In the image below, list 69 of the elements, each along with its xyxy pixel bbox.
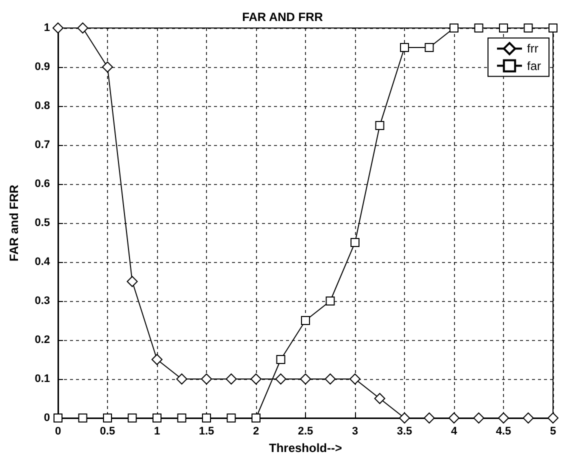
point <box>400 43 409 52</box>
point <box>252 414 260 422</box>
y-tick-label: 0.6 <box>34 178 50 190</box>
point <box>52 22 64 34</box>
y-tick-label: 0 <box>44 412 50 424</box>
point <box>77 22 88 34</box>
point <box>522 412 534 424</box>
point <box>152 414 162 422</box>
point <box>424 43 434 52</box>
point <box>152 354 162 365</box>
point <box>375 121 384 130</box>
y-tick-label: 0.8 <box>34 100 50 112</box>
point <box>226 374 237 384</box>
x-tick-label: 1 <box>154 426 160 438</box>
point <box>473 412 484 424</box>
x-tick-label: 1.5 <box>198 426 214 438</box>
point <box>374 393 386 404</box>
point <box>250 374 262 384</box>
point <box>103 414 112 422</box>
point <box>399 412 410 424</box>
x-tick-label: 2.5 <box>298 426 314 438</box>
point <box>126 276 138 287</box>
x-tick-label: 3.5 <box>396 426 412 438</box>
point <box>498 412 509 424</box>
point <box>548 24 558 32</box>
point <box>301 316 310 325</box>
legend-label: frr <box>526 42 538 56</box>
point <box>201 374 212 384</box>
point <box>276 355 286 364</box>
point <box>524 24 533 32</box>
y-tick-label: 0.7 <box>34 139 50 151</box>
y-tick-label: 0.1 <box>34 373 50 385</box>
point <box>448 412 460 424</box>
point <box>350 374 360 384</box>
point <box>450 24 458 32</box>
y-axis-title: FAR and FRR <box>7 184 21 262</box>
legend-label: far <box>526 58 542 73</box>
point <box>102 62 113 72</box>
x-tick-label: 0 <box>54 426 62 438</box>
y-tick-label: 1 <box>44 22 50 34</box>
point <box>350 238 360 247</box>
x-axis-title: Threshold--> <box>268 440 342 455</box>
point <box>202 414 211 422</box>
x-tick-label: 5 <box>550 426 556 438</box>
point <box>275 374 286 384</box>
x-tick-label: 2 <box>252 426 260 438</box>
point <box>54 414 62 422</box>
point <box>226 414 236 422</box>
x-tick-label: 4 <box>450 426 458 438</box>
point <box>424 412 435 424</box>
x-tick-label: 0.5 <box>100 426 116 438</box>
y-tick-label: 0.4 <box>34 256 51 268</box>
point <box>176 374 188 384</box>
point <box>300 374 311 384</box>
y-tick-label: 0.3 <box>34 295 50 307</box>
point <box>324 374 336 384</box>
point <box>499 24 508 32</box>
y-tick-label: 0.5 <box>34 217 50 229</box>
chart-title: FAR AND FRR <box>242 10 324 24</box>
point <box>326 296 335 306</box>
x-tick-label: 3 <box>352 426 358 438</box>
y-tick-label: 0.2 <box>34 334 50 346</box>
point <box>474 24 484 32</box>
x-tick-label: 4.5 <box>496 426 512 438</box>
y-tick-label: 0.9 <box>34 61 50 73</box>
point <box>128 414 137 422</box>
point <box>548 412 558 424</box>
point <box>78 414 88 422</box>
point <box>177 414 186 422</box>
